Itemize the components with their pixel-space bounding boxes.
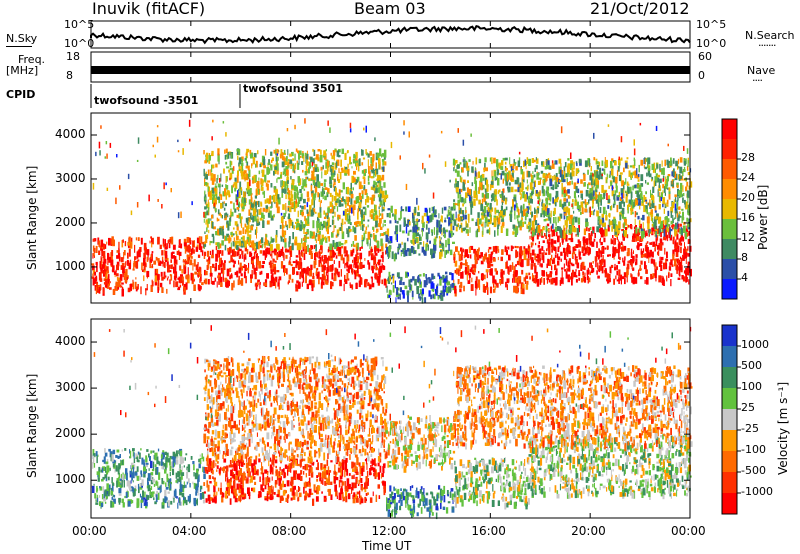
colorbar-swatch — [722, 346, 737, 367]
power-colorbar — [721, 118, 741, 300]
colorbar-swatch — [722, 219, 737, 239]
colorbar-swatch — [722, 139, 737, 159]
x-tick-label: 20:00 — [571, 524, 606, 538]
colorbar-swatch — [722, 259, 737, 279]
velocity-colorbar-tick: 25 — [741, 401, 755, 414]
colorbar-swatch — [722, 367, 737, 388]
x-tick-label: 04:00 — [171, 524, 207, 538]
freq-unit: [MHz] — [6, 64, 39, 77]
x-tick-label: 00:00 — [671, 524, 706, 538]
colorbar-swatch — [722, 239, 737, 259]
power-colorbar-tick: 4 — [741, 271, 748, 284]
x-tick-label: 00:00 — [72, 524, 107, 538]
beam-title: Beam 03 — [354, 0, 426, 18]
date-title: 21/Oct/2012 — [590, 0, 690, 18]
power-colorbar-tick: 24 — [741, 171, 755, 184]
colorbar-swatch — [722, 493, 737, 514]
cpid-entry-1: twofsound -3501 — [94, 94, 199, 107]
nsky-underline — [6, 46, 32, 47]
power-colorbar-tick: 12 — [741, 231, 755, 244]
velocity-ytick-3000: 3000 — [55, 380, 86, 395]
colorbar-swatch — [722, 119, 737, 139]
velocity-colorbar-tick: 100 — [741, 380, 762, 393]
power-colorbar-tick: 20 — [741, 191, 755, 204]
nsky-label: N.Sky — [6, 32, 38, 45]
nsearch-tick-top: 10^5 — [696, 18, 727, 31]
nave-marker: ···· — [752, 74, 763, 87]
colorbar-swatch — [722, 430, 737, 451]
freq-label: Freq. — [18, 53, 46, 66]
colorbar-swatch — [722, 199, 737, 219]
nsky-tick-top: 10^5 — [64, 18, 95, 31]
nave-tick-top: 60 — [698, 50, 712, 63]
power-ylabel: Slant Range [km] — [25, 165, 39, 270]
colorbar-swatch — [722, 388, 737, 409]
velocity-colorbar — [721, 324, 741, 515]
power-colorbar-tick: 8 — [741, 251, 748, 264]
nave-label: Nave — [747, 64, 776, 77]
power-colorbar-tick: 16 — [741, 211, 755, 224]
range-axis-ticks — [91, 134, 690, 481]
velocity-panel — [91, 325, 693, 520]
power-ytick-1000: 1000 — [55, 258, 86, 273]
nave-tick-bottom: 0 — [698, 69, 705, 82]
nsearch-marker: ······· — [758, 39, 777, 52]
colorbar-swatch — [722, 159, 737, 179]
freq-tick-top: 18 — [66, 50, 80, 63]
velocity-colorbar-tick: -500 — [741, 464, 766, 477]
nsearch-label: N.Search — [745, 29, 795, 42]
x-tick-label: 16:00 — [471, 524, 506, 538]
velocity-colorbar-label: Velocity [m s⁻¹] — [776, 381, 790, 475]
x-tick-label: 08:00 — [271, 524, 307, 538]
station-title: Inuvik (fitACF) — [92, 0, 206, 18]
colorbar-swatch — [722, 179, 737, 199]
power-ytick-4000: 4000 — [55, 126, 86, 141]
velocity-ytick-2000: 2000 — [55, 426, 86, 441]
velocity-ytick-4000: 4000 — [55, 334, 86, 349]
nsky-trace — [90, 25, 691, 45]
cpid-label: CPID — [6, 88, 36, 101]
colorbar-swatch — [722, 325, 737, 346]
power-ytick-2000: 2000 — [55, 214, 86, 229]
nsky-tick-bottom: 10^0 — [64, 37, 95, 50]
velocity-colorbar-tick: 1000 — [741, 338, 769, 351]
colorbar-swatch — [722, 451, 737, 472]
power-ytick-3000: 3000 — [55, 170, 86, 185]
velocity-colorbar-tick: -100 — [741, 443, 766, 456]
power-colorbar-tick: 28 — [741, 151, 755, 164]
x-tick-label: 12:00 — [371, 524, 407, 538]
freq-tick-bottom: 8 — [66, 69, 73, 82]
velocity-ytick-1000: 1000 — [55, 472, 86, 487]
velocity-colorbar-tick: 500 — [741, 359, 762, 372]
x-axis-label: Time UT — [362, 539, 412, 553]
cpid-entry-2: twofsound 3501 — [243, 82, 343, 95]
colorbar-swatch — [722, 472, 737, 493]
colorbar-swatch — [722, 409, 737, 430]
time-axis-ticks — [90, 21, 691, 518]
velocity-colorbar-tick: -1000 — [741, 485, 773, 498]
colorbar-swatch — [722, 279, 737, 299]
power-panel — [91, 118, 693, 304]
power-colorbar-label: Power [dB] — [756, 184, 770, 250]
velocity-ylabel: Slant Range [km] — [25, 373, 39, 478]
nsearch-tick-bottom: 10^0 — [696, 37, 727, 50]
freq-trace — [91, 66, 690, 74]
velocity-colorbar-tick: -25 — [741, 422, 759, 435]
